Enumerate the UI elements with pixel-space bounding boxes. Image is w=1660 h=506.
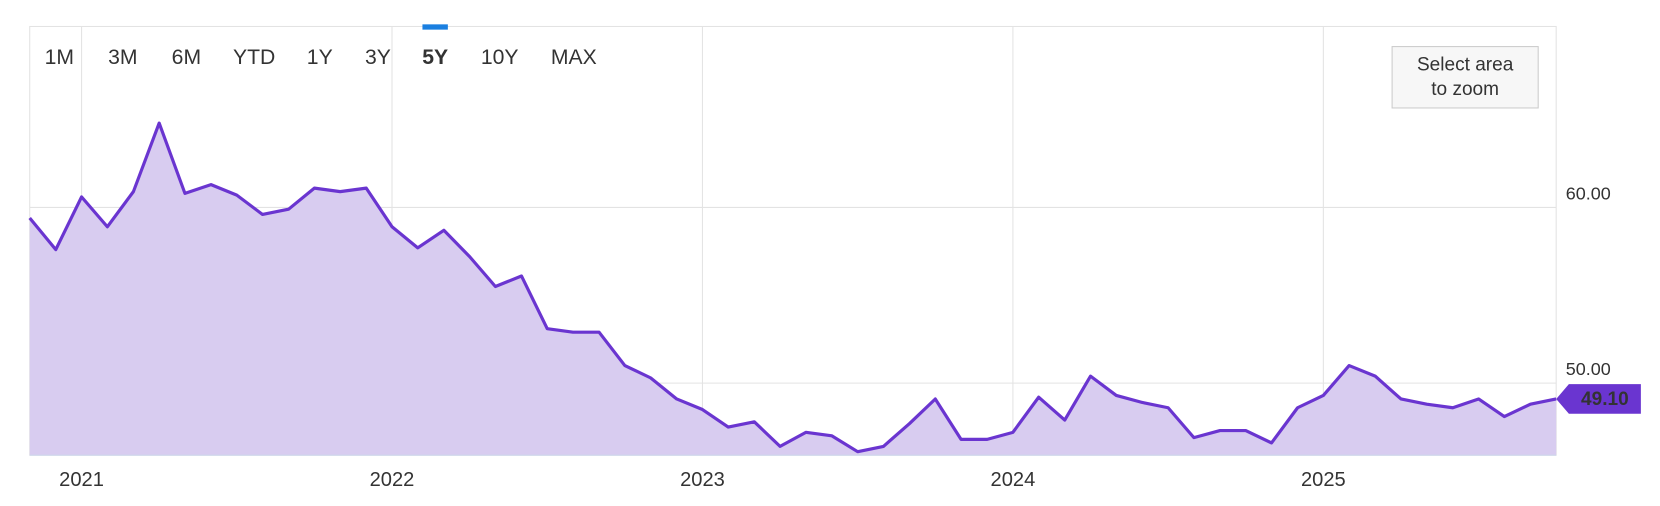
range-button[interactable]: 1Y [307,46,333,69]
x-tick-label: 2023 [680,469,725,491]
y-tick-label: 60.00 [1566,183,1611,203]
line [28,121,1557,454]
y-tick-label: 50.00 [1566,359,1611,379]
zoom-button-label[interactable]: Select area to zoom [1417,55,1514,100]
zoom-button[interactable] [1391,46,1539,109]
value-label: 49.10 [1581,389,1629,410]
x-tick-label: 2022 [370,469,415,491]
active-indicator [422,24,448,30]
value-label-box [1556,384,1641,414]
range-button[interactable]: YTD [233,46,275,69]
area [29,123,1557,456]
range-button[interactable]: 3M [108,46,137,69]
x-tick-label: 2021 [59,469,104,491]
range-button[interactable]: 1M [45,46,74,69]
range-button[interactable]: 3Y [365,46,391,69]
range-button[interactable]: 6M [172,46,201,69]
range-button: 10Y [481,46,519,69]
x-tick-label: 2025 [1301,469,1346,491]
range-button: MAX [551,46,597,69]
range-button[interactable]: 5Y [422,46,448,69]
x-tick-label: 2024 [991,469,1036,491]
